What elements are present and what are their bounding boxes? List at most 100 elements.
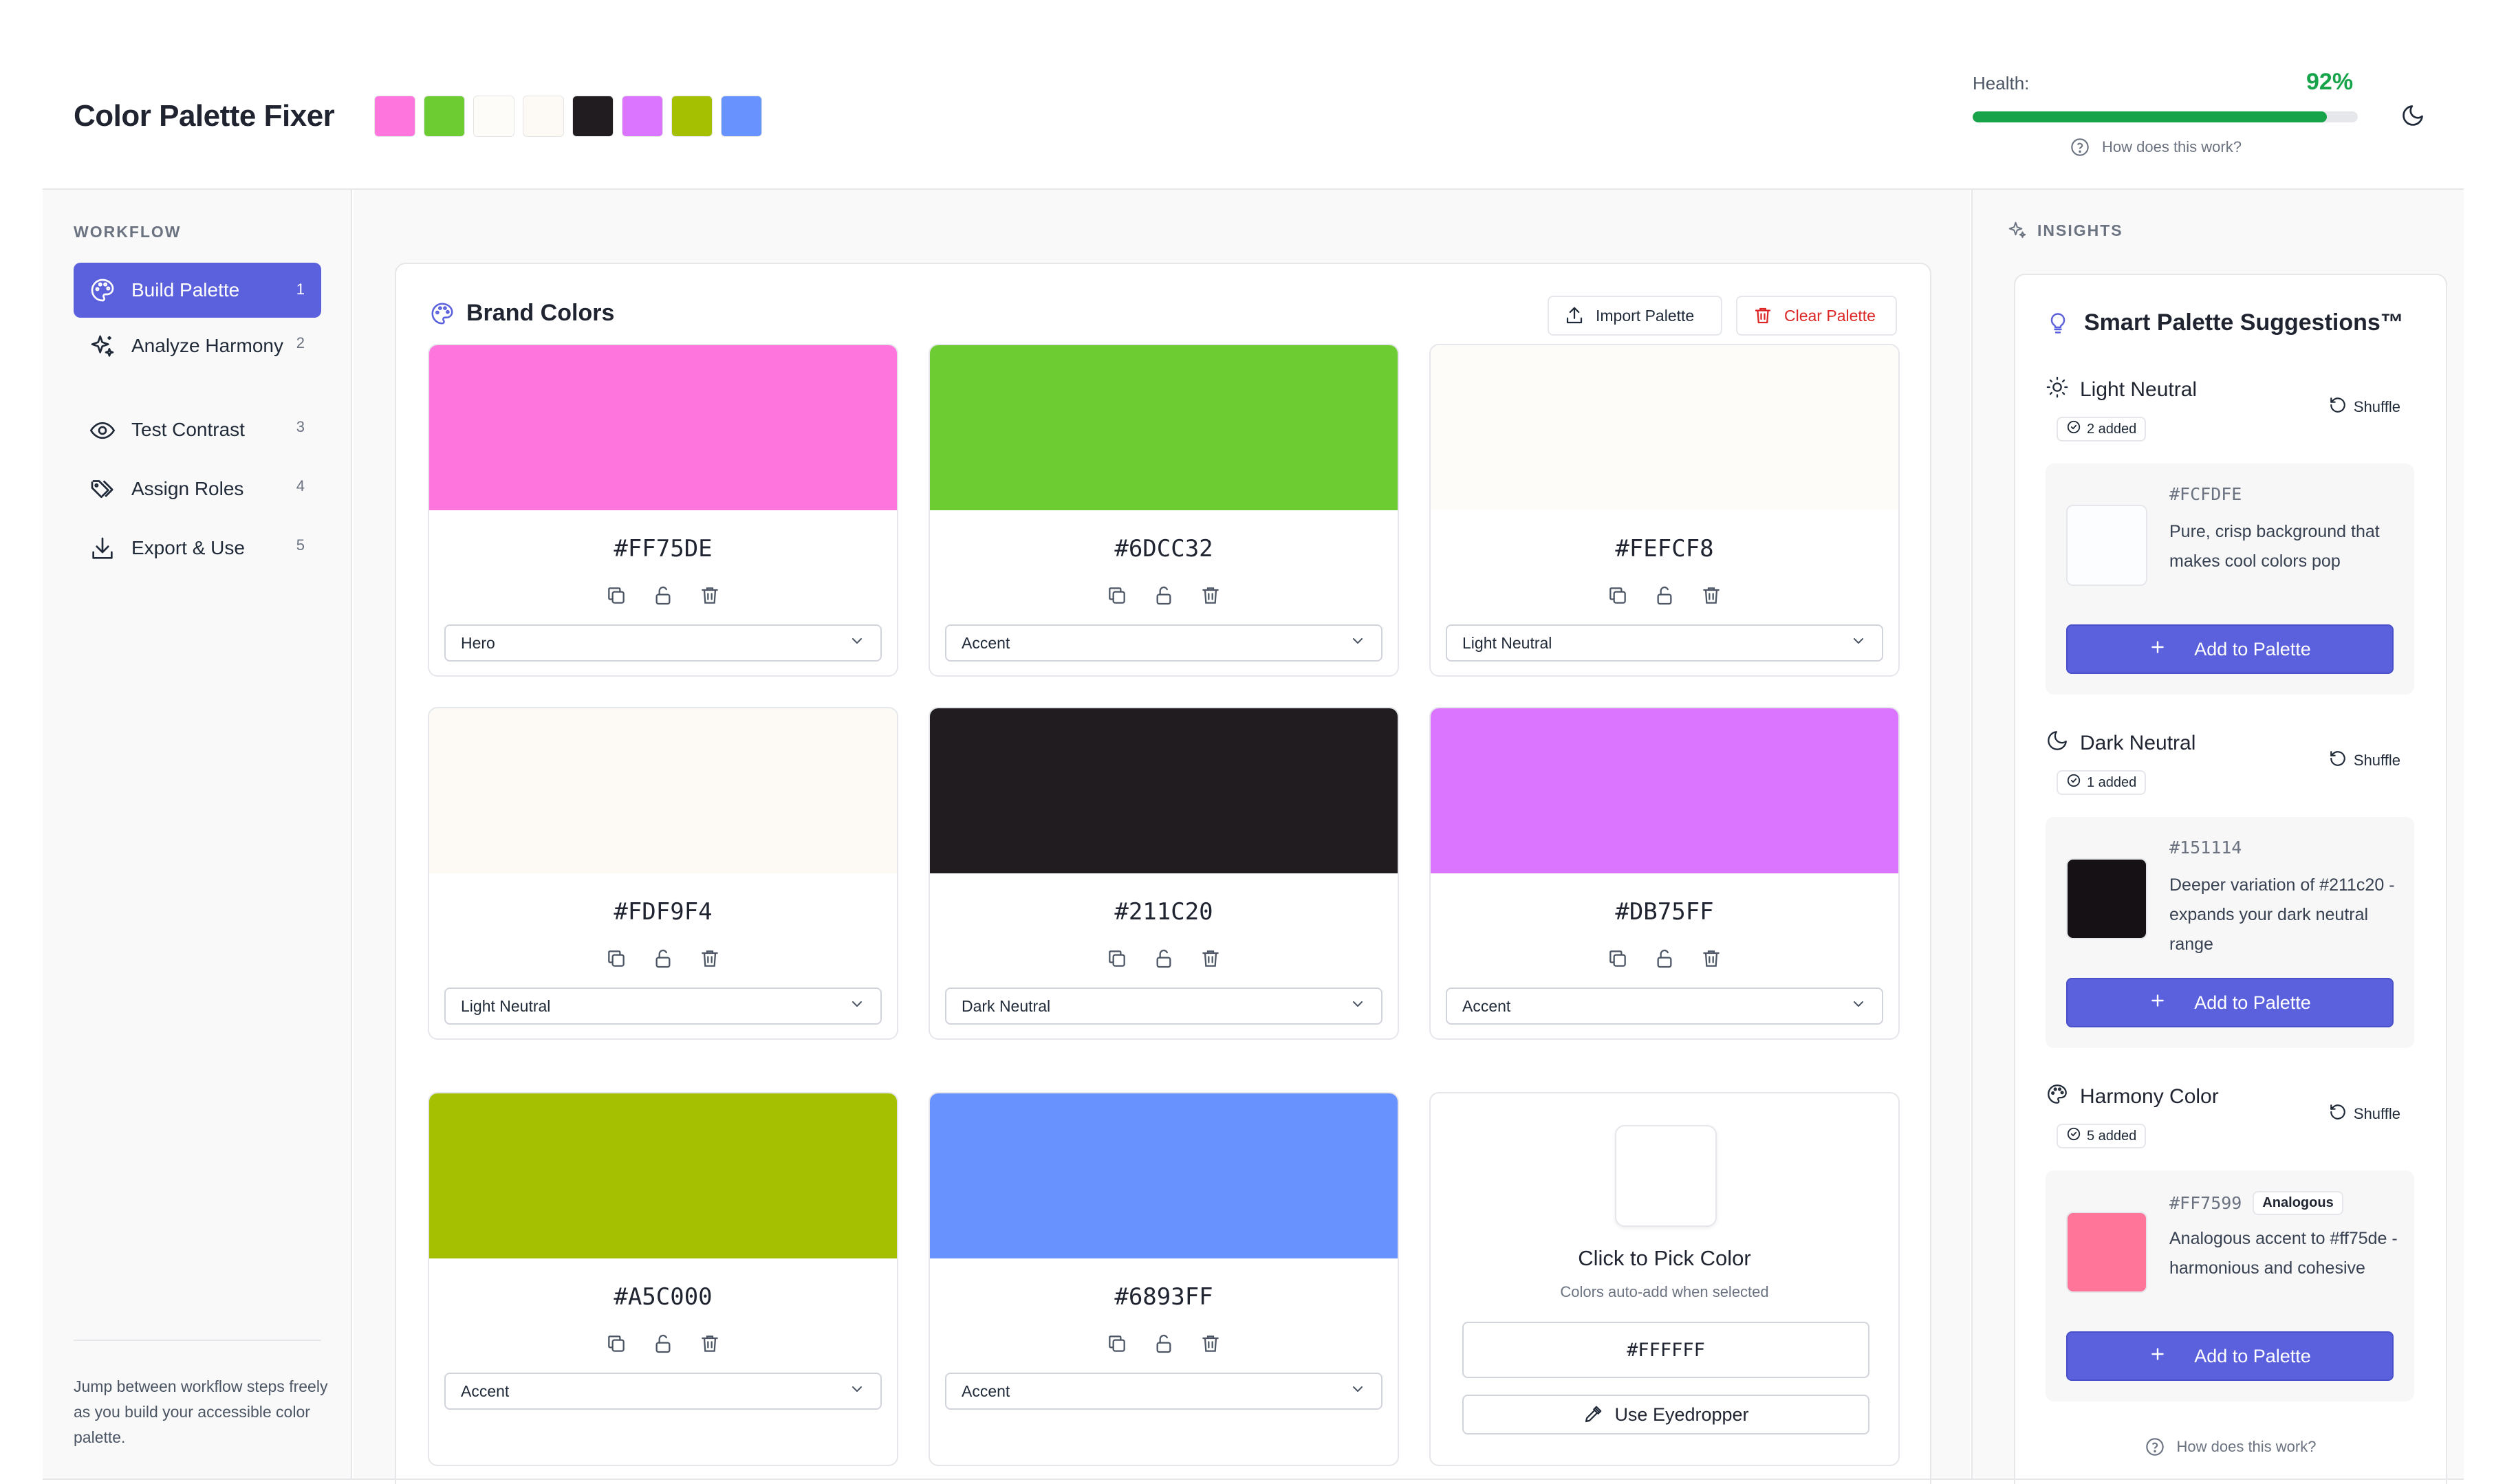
add-to-palette-label: Add to Palette [2194, 992, 2311, 1013]
header-swatch[interactable] [572, 96, 614, 137]
copy-icon[interactable] [605, 948, 627, 970]
unlock-icon[interactable] [652, 585, 674, 607]
trash-icon[interactable] [1200, 1333, 1222, 1355]
sidebar-item-analyze-harmony[interactable]: Analyze Harmony 2 [74, 333, 321, 388]
card-actions [930, 948, 1398, 970]
unlock-icon[interactable] [1153, 1333, 1175, 1355]
unlock-icon[interactable] [652, 1333, 674, 1355]
role-select[interactable]: Accent [444, 1373, 882, 1410]
shuffle-button[interactable]: Shuffle [2329, 750, 2400, 772]
header-swatch[interactable] [523, 96, 564, 137]
color-swatch[interactable] [429, 708, 897, 873]
theme-toggle-button[interactable] [2400, 103, 2425, 128]
unlock-icon[interactable] [1653, 948, 1676, 970]
trash-icon[interactable] [1200, 948, 1222, 970]
shuffle-button[interactable]: Shuffle [2329, 1103, 2400, 1125]
header-swatch[interactable] [374, 96, 415, 137]
trash-icon[interactable] [1700, 948, 1722, 970]
header-swatch[interactable] [622, 96, 663, 137]
color-swatch[interactable] [930, 708, 1398, 873]
chevron-down-icon [1349, 996, 1366, 1016]
card-actions [930, 585, 1398, 607]
color-swatch[interactable] [429, 345, 897, 510]
sidebar-divider [74, 1340, 321, 1341]
copy-icon[interactable] [1607, 948, 1629, 970]
unlock-icon[interactable] [1153, 585, 1175, 607]
use-eyedropper-button[interactable]: Use Eyedropper [1462, 1395, 1869, 1434]
unlock-icon[interactable] [1653, 585, 1676, 607]
check-circle-icon [2066, 1126, 2081, 1146]
copy-icon[interactable] [1106, 585, 1128, 607]
chevron-down-icon [849, 633, 865, 653]
header-divider [43, 188, 2464, 190]
added-count: 2 added [2087, 421, 2137, 437]
color-hex: #FEFCF8 [1615, 535, 1714, 563]
trash-icon[interactable] [699, 1333, 721, 1355]
suggestion-description: Deeper variation of #211c20 - expands yo… [2169, 875, 2395, 954]
sidebar-help-text: Jump between workflow steps freely as yo… [74, 1377, 328, 1446]
import-label: Import Palette [1596, 306, 1695, 325]
color-card: #A5C000 Accent [428, 1092, 898, 1466]
header-swatch[interactable] [473, 96, 514, 137]
sidebar-item-label: Test Contrast [131, 419, 245, 440]
role-select[interactable]: Accent [1446, 987, 1883, 1025]
trash-icon[interactable] [1200, 585, 1222, 607]
role-select[interactable]: Hero [444, 624, 882, 662]
sidebar-item-assign-roles[interactable]: Assign Roles 4 [74, 476, 321, 506]
suggestion-group-name: Harmony Color [2080, 1085, 2219, 1108]
header-swatch[interactable] [721, 96, 762, 137]
unlock-icon[interactable] [652, 948, 674, 970]
header-swatch[interactable] [671, 96, 713, 137]
role-select[interactable]: Light Neutral [444, 987, 882, 1025]
suggestions-title: Smart Palette Suggestions™ [2046, 309, 2404, 336]
trash-icon[interactable] [699, 948, 721, 970]
trash-icon[interactable] [699, 585, 721, 607]
color-swatch[interactable] [1431, 708, 1898, 873]
role-select-value: Accent [461, 1382, 510, 1400]
color-swatch[interactable] [1431, 345, 1898, 510]
color-swatch[interactable] [429, 1093, 897, 1258]
color-card: #211C20 Dark Neutral [929, 707, 1399, 1040]
import-palette-button[interactable]: Import Palette [1548, 296, 1722, 336]
copy-icon[interactable] [1607, 585, 1629, 607]
sidebar-item-label: Build Palette [131, 279, 240, 301]
picker-swatch[interactable] [1615, 1125, 1717, 1227]
copy-icon[interactable] [1106, 948, 1128, 970]
sidebar-item-test-contrast[interactable]: Test Contrast 3 [74, 417, 321, 447]
add-to-palette-button[interactable]: Add to Palette [2066, 624, 2394, 674]
unlock-icon[interactable] [1153, 948, 1175, 970]
chevron-down-icon [849, 996, 865, 1016]
palette-icon [2046, 1082, 2069, 1111]
lightbulb-icon [2046, 311, 2070, 336]
copy-icon[interactable] [605, 585, 627, 607]
card-actions [429, 585, 897, 607]
how-does-this-work-link[interactable]: How does this work? [2015, 1437, 2446, 1456]
role-select[interactable]: Accent [945, 624, 1382, 662]
step-number: 3 [296, 418, 305, 435]
copy-icon[interactable] [605, 1333, 627, 1355]
picker-hex-input[interactable]: #FFFFFF [1462, 1322, 1869, 1378]
color-swatch[interactable] [930, 1093, 1398, 1258]
copy-icon[interactable] [1106, 1333, 1128, 1355]
moon-icon [2403, 105, 2423, 126]
add-to-palette-button[interactable]: Add to Palette [2066, 1331, 2394, 1381]
suggestion-hex: #151114 [2169, 838, 2242, 858]
panel-title-text: Brand Colors [466, 300, 615, 326]
role-select[interactable]: Light Neutral [1446, 624, 1883, 662]
header-swatch[interactable] [424, 96, 465, 137]
shuffle-button[interactable]: Shuffle [2329, 396, 2400, 418]
tags-icon [89, 476, 116, 503]
add-to-palette-button[interactable]: Add to Palette [2066, 978, 2394, 1027]
how-does-this-work-link[interactable]: How does this work? [2070, 138, 2242, 157]
role-select[interactable]: Dark Neutral [945, 987, 1382, 1025]
color-swatch[interactable] [930, 345, 1398, 510]
sidebar-item-export-use[interactable]: Export & Use 5 [74, 535, 321, 565]
role-select[interactable]: Accent [945, 1373, 1382, 1410]
health-progress-fill [1973, 111, 2328, 122]
card-actions [1431, 948, 1898, 970]
clear-palette-button[interactable]: Clear Palette [1736, 296, 1897, 336]
sidebar-item-build-palette[interactable]: Build Palette 1 [74, 263, 321, 318]
trash-icon[interactable] [1700, 585, 1722, 607]
workflow-sidebar: WORKFLOW Build Palette 1 Analyze Harmony… [43, 190, 352, 1478]
help-circle-icon [2070, 138, 2090, 157]
